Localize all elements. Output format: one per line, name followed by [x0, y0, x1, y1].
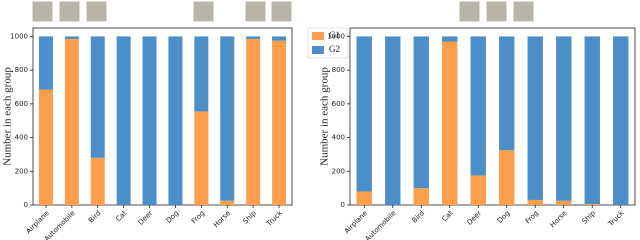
- bar-segment: [613, 36, 629, 205]
- bar-segment: [220, 200, 235, 205]
- bar-segment: [584, 204, 600, 205]
- x-tick-label: Airplane: [25, 209, 51, 235]
- bar-segment: [116, 36, 131, 205]
- bar-segment: [470, 36, 486, 176]
- bar-segment: [527, 36, 543, 200]
- bar-segment: [90, 36, 105, 158]
- thumbnail: [270, 0, 293, 23]
- plot-frame: [349, 27, 636, 206]
- bar-segment: [442, 36, 458, 42]
- bar-segment: [413, 36, 429, 189]
- y-axis-label: Number in each group: [319, 67, 331, 166]
- bar-segment: [556, 200, 572, 205]
- bar-segment: [499, 150, 515, 205]
- x-tick-label: Bird: [411, 209, 427, 225]
- bar-segment: [194, 111, 209, 205]
- y-tick-label: 400: [332, 134, 345, 142]
- bar-segment: [385, 36, 401, 205]
- y-tick-label: 400: [15, 134, 28, 142]
- bar-segment: [220, 36, 235, 201]
- x-tick-label: Dog: [496, 209, 512, 225]
- legend-label: G1: [329, 30, 340, 40]
- y-tick-label: 0: [341, 201, 345, 209]
- bar-segment: [90, 157, 105, 205]
- bar-segment: [168, 36, 183, 205]
- thumbnail: [512, 0, 535, 23]
- bar-segment: [142, 36, 157, 205]
- x-tick-label: Deer: [137, 209, 155, 227]
- legend-swatch: [312, 46, 324, 54]
- bar-segment: [356, 36, 372, 192]
- bar-segment: [527, 199, 543, 205]
- x-tick-label: Horse: [212, 209, 232, 229]
- y-tick-label: 200: [332, 167, 345, 175]
- thumbnail: [58, 0, 81, 23]
- thumbnail: [31, 0, 54, 23]
- y-tick-label: 600: [332, 100, 345, 108]
- bar-segment: [499, 36, 515, 151]
- y-tick-label: 600: [15, 100, 28, 108]
- bar-segment: [556, 36, 572, 201]
- x-tick-label: Deer: [465, 209, 483, 227]
- x-tick-label: Airplane: [343, 209, 369, 235]
- thumbnails: [31, 0, 535, 23]
- x-tick-label: Automobile: [364, 209, 398, 240]
- bar-segment: [356, 191, 372, 205]
- bar-segment: [442, 41, 458, 205]
- x-tick-label: Truck: [264, 209, 284, 229]
- x-tick-label: Cat: [114, 209, 128, 223]
- y-tick-label: 800: [15, 66, 28, 74]
- bar-segment: [272, 36, 287, 41]
- thumbnail: [458, 0, 481, 23]
- bar-segment: [470, 175, 486, 205]
- bar-segment: [246, 36, 261, 39]
- bar-segment: [64, 38, 79, 206]
- bar-segment: [38, 89, 53, 205]
- bar-segment: [272, 40, 287, 206]
- y-tick-label: 200: [15, 167, 28, 175]
- thumbnail: [192, 0, 215, 23]
- x-tick-label: Cat: [440, 209, 454, 223]
- y-tick-label: 800: [332, 66, 345, 74]
- legend-swatch: [312, 32, 324, 40]
- x-tick-label: Ship: [581, 209, 598, 226]
- thumbnail: [85, 0, 108, 23]
- bar-segment: [413, 188, 429, 205]
- x-tick-label: Frog: [190, 209, 206, 225]
- plot-frame: [32, 27, 293, 206]
- x-tick-label: Horse: [549, 209, 569, 229]
- x-tick-label: Truck: [606, 209, 626, 229]
- thumbnail: [244, 0, 267, 23]
- x-tick-label: Ship: [242, 209, 259, 226]
- bar-segment: [584, 36, 600, 205]
- y-tick-label: 1000: [327, 32, 345, 40]
- thumbnail: [485, 0, 508, 23]
- x-tick-label: Frog: [524, 209, 540, 225]
- x-tick-label: Bird: [87, 209, 103, 225]
- x-tick-label: Dog: [165, 209, 181, 225]
- bar-segment: [64, 36, 79, 39]
- y-tick-label: 1000: [10, 32, 28, 40]
- y-axis-label: Number in each group: [2, 67, 14, 166]
- y-tick-label: 0: [24, 201, 28, 209]
- bar-segment: [38, 36, 53, 90]
- legend-label: G2: [329, 44, 340, 54]
- bar-segment: [246, 38, 261, 206]
- bar-segment: [194, 36, 209, 112]
